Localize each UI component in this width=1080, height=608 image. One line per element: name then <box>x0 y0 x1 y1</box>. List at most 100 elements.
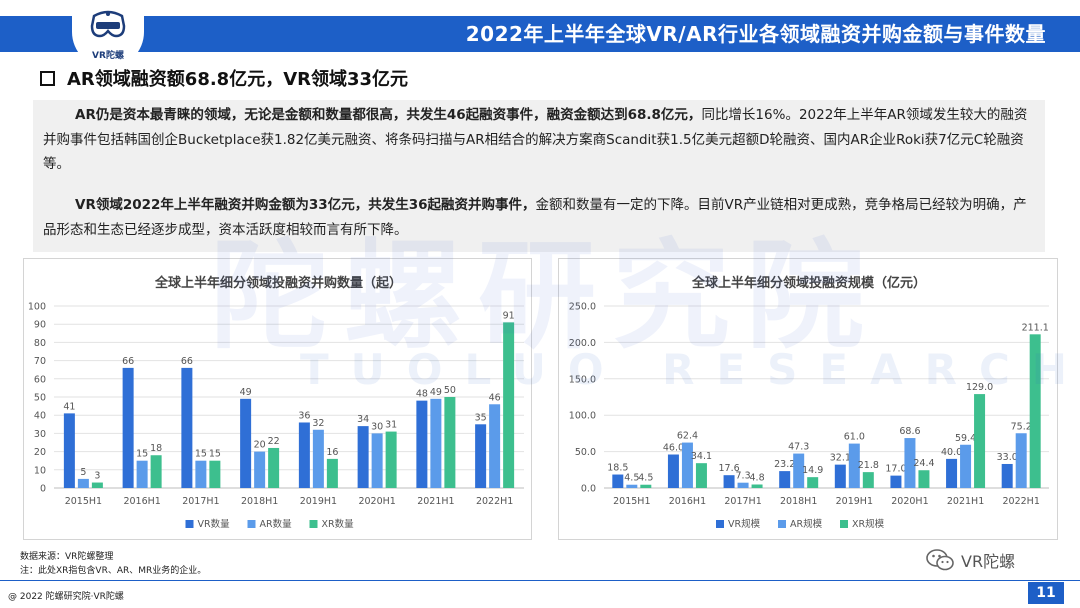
vr-headset-icon <box>90 10 126 38</box>
data-label: 61.0 <box>844 432 865 443</box>
bar-XR规模 <box>751 484 763 488</box>
x-tick-label: 2022H1 <box>1003 496 1040 507</box>
bar-XR规模 <box>1029 334 1041 488</box>
bar-XR规模 <box>695 463 707 488</box>
x-tick-label: 2022H1 <box>476 496 513 507</box>
bar-XR数量 <box>444 397 456 488</box>
legend-label: XR数量 <box>322 518 355 530</box>
data-label: 18 <box>150 443 162 454</box>
y-tick-label: 100 <box>28 302 46 313</box>
paragraph-ar-highlight: AR仍是资本最青睐的领域，无论是金额和数量都很高，共发生46起融资事件，融资金额… <box>75 107 702 123</box>
x-tick-label: 2021H1 <box>417 496 454 507</box>
chart-title: 全球上半年细分领域投融资规模（亿元） <box>691 275 926 291</box>
legend-swatch <box>716 520 724 528</box>
bar-VR数量 <box>63 413 75 488</box>
header-bar: 2022年上半年全球VR/AR行业各领域融资并购金额与事件数量 <box>0 16 1080 52</box>
y-tick-label: 50.0 <box>575 447 596 458</box>
page-title: 2022年上半年全球VR/AR行业各领域融资并购金额与事件数量 <box>465 22 1046 46</box>
x-tick-label: 2016H1 <box>669 496 706 507</box>
y-tick-label: 200.0 <box>569 338 596 349</box>
page-number: 11 <box>1028 582 1064 604</box>
data-label: 91 <box>503 310 515 321</box>
bar-VR数量 <box>298 422 310 488</box>
data-label: 7.3 <box>736 471 751 482</box>
x-tick-label: 2016H1 <box>123 496 160 507</box>
copyright-text: @ 2022 陀螺研究院·VR陀螺 <box>8 592 124 602</box>
data-label: 33.0 <box>997 452 1018 463</box>
data-label: 20 <box>254 440 266 451</box>
bar-AR数量 <box>77 478 89 488</box>
y-tick-label: 90 <box>34 320 46 331</box>
y-tick-label: 250.0 <box>569 302 596 313</box>
legend-swatch <box>247 520 256 528</box>
x-tick-label: 2020H1 <box>891 496 928 507</box>
bar-VR规模 <box>946 458 958 488</box>
legend-swatch <box>185 520 194 528</box>
watermark-english: TUOLUO RESEARCH <box>300 345 1080 394</box>
legend-label: XR规模 <box>852 518 885 530</box>
data-label: 34 <box>357 414 369 425</box>
data-label: 18.5 <box>607 463 628 474</box>
xr-footnote: 注：此处XR指包含VR、AR、MR业务的企业。 <box>20 566 207 576</box>
count-chart: 全球上半年细分领域投融资并购数量（起） 0 10 20 30 40 50 60 70 80 90 10… <box>23 258 532 540</box>
bar-AR数量 <box>312 429 324 488</box>
bar-VR规模 <box>667 454 679 488</box>
section-heading: AR领域融资额68.8亿元，VR领域33亿元 <box>40 66 408 90</box>
wechat-account: VR陀螺 <box>925 548 1015 572</box>
bar-AR数量 <box>430 398 442 488</box>
data-label: 34.1 <box>691 451 712 462</box>
section-title: AR领域融资额68.8亿元，VR领域33亿元 <box>67 69 409 90</box>
legend-swatch <box>309 520 318 528</box>
data-label: 62.4 <box>677 431 698 442</box>
y-tick-label: 60 <box>34 374 46 385</box>
data-label: 23.2 <box>774 459 795 470</box>
x-tick-label: 2015H1 <box>613 496 650 507</box>
square-bullet-icon <box>40 70 55 86</box>
y-tick-label: 10 <box>34 465 46 476</box>
data-label: 5 <box>80 467 86 478</box>
bar-AR数量 <box>195 460 207 488</box>
bar-VR数量 <box>475 424 487 488</box>
brand-logo: VR陀螺 <box>72 2 144 68</box>
bar-XR数量 <box>385 431 397 488</box>
x-tick-label: 2019H1 <box>300 496 337 507</box>
data-label: 15 <box>209 449 221 460</box>
legend-label: AR数量 <box>260 518 293 530</box>
x-tick-label: 2021H1 <box>947 496 984 507</box>
bar-AR数量 <box>489 404 501 488</box>
data-label: 48 <box>416 389 428 400</box>
data-label: 40.0 <box>941 447 962 458</box>
data-label: 4.5 <box>624 473 639 484</box>
bar-VR规模 <box>890 475 902 488</box>
bar-VR规模 <box>723 475 735 488</box>
data-label: 22 <box>268 436 280 447</box>
bar-VR数量 <box>416 400 428 488</box>
data-label: 46.0 <box>663 443 684 454</box>
bar-XR数量 <box>150 455 162 488</box>
x-tick-label: 2018H1 <box>780 496 817 507</box>
footer-divider <box>0 580 1080 581</box>
y-tick-label: 100.0 <box>569 411 596 422</box>
legend-swatch <box>840 520 848 528</box>
data-label: 75.2 <box>1011 421 1032 432</box>
data-label: 17.0 <box>885 464 906 475</box>
bar-AR数量 <box>136 460 148 488</box>
data-label: 66 <box>122 356 134 367</box>
data-label: 15 <box>195 449 207 460</box>
data-label: 211.1 <box>1022 322 1049 333</box>
data-label: 36 <box>298 410 310 421</box>
bar-VR规模 <box>1001 463 1013 488</box>
data-label: 17.6 <box>718 463 739 474</box>
y-tick-label: 80 <box>34 338 46 349</box>
x-tick-label: 2019H1 <box>836 496 873 507</box>
bar-VR数量 <box>357 426 369 488</box>
data-label: 50 <box>444 385 456 396</box>
bar-VR数量 <box>181 367 193 488</box>
data-label: 32 <box>312 418 324 429</box>
bar-XR数量 <box>268 447 280 488</box>
legend-label: VR规模 <box>728 518 761 530</box>
paragraph-ar-detail: 同比增长16%。2022年上半年AR领域发生较大的融资并购事件包括韩国创企Buc… <box>43 107 1028 172</box>
bar-XR规模 <box>640 484 652 488</box>
data-label: 32.1 <box>830 453 851 464</box>
